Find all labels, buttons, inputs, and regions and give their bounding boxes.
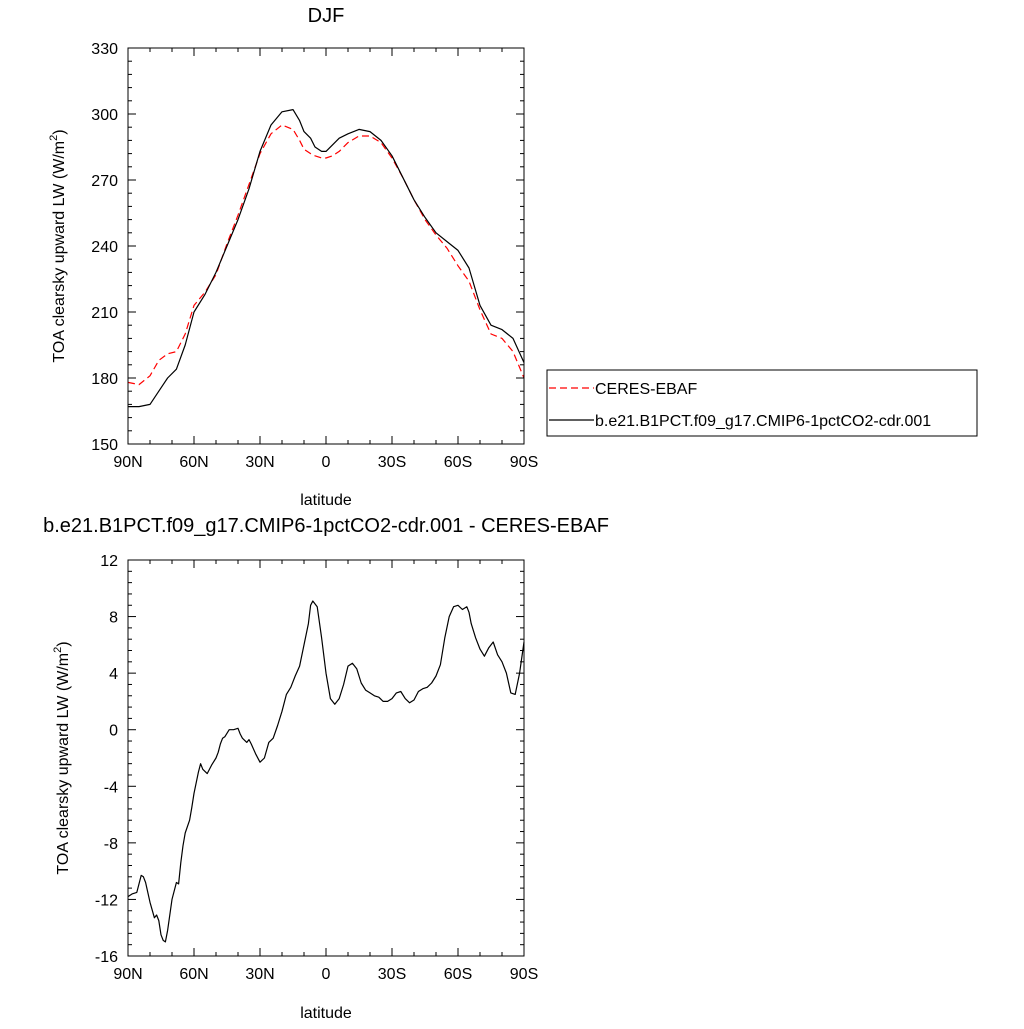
x-tick-label: 30S [378, 454, 406, 471]
panel-bottom-difference: b.e21.B1PCT.f09_g17.CMIP6-1pctCO2-cdr.00… [43, 515, 609, 1022]
x-tick-label: 90N [113, 454, 142, 471]
y-axis-label-close: ) [55, 641, 72, 646]
y-tick-label: -4 [104, 779, 118, 796]
series-line-model [128, 108, 525, 408]
panel-top-zonal-mean: DJF 90N 60N 30N 0 30S 60S 90S 150 180 210 240 270 30… [48, 5, 538, 509]
legend-label-model: b.e21.B1PCT.f09_g17.CMIP6-1pctCO2-cdr.00… [595, 413, 931, 430]
series-line-ceres-ebaf [127, 124, 525, 386]
x-tick-label: 90S [510, 966, 538, 983]
y-axis-label-main: TOA clearsky upward LW (W/m [55, 653, 72, 875]
x-tick-label: 0 [322, 454, 331, 471]
legend-label-ceres: CERES-EBAF [595, 381, 697, 398]
y-axis-label-close: ) [51, 129, 68, 134]
x-tick-label: 30S [378, 966, 406, 983]
y-tick-label: 8 [109, 610, 118, 627]
x-tick-label: 30N [245, 966, 274, 983]
y-tick-label: 0 [109, 723, 118, 740]
x-tick-label: 90S [510, 454, 538, 471]
x-tick-label: 60S [444, 966, 472, 983]
y-tick-label: 330 [91, 41, 118, 58]
legend: CERES-EBAF b.e21.B1PCT.f09_g17.CMIP6-1pc… [546, 369, 978, 437]
y-tick-label: 180 [91, 371, 118, 388]
series-line-difference [127, 600, 525, 943]
x-tick-label: 0 [322, 966, 331, 983]
ticks-layer: 90N 60N 30N 0 30S 60S 90S -16 -12 -8 -4 0 4 8 12 [95, 553, 538, 983]
y-axis-label-main: TOA clearsky upward LW (W/m [51, 141, 68, 363]
plot-frame [127, 559, 525, 957]
x-tick-label: 90N [113, 966, 142, 983]
series-layer [127, 108, 525, 408]
x-tick-label: 60N [179, 966, 208, 983]
series-layer [127, 600, 525, 943]
y-tick-label: 210 [91, 305, 118, 322]
y-tick-label: 300 [91, 107, 118, 124]
chart-title: b.e21.B1PCT.f09_g17.CMIP6-1pctCO2-cdr.00… [43, 515, 609, 537]
y-tick-label: 270 [91, 173, 118, 190]
chart-title: DJF [308, 5, 345, 27]
x-axis-label: latitude [300, 1005, 352, 1022]
y-axis-label: TOA clearsky upward LW (W/m2) [52, 641, 72, 874]
plot-frame [127, 47, 525, 445]
y-tick-label: -8 [104, 836, 118, 853]
x-tick-label: 60N [179, 454, 208, 471]
y-tick-label: 240 [91, 239, 118, 256]
x-axis-label: latitude [300, 492, 352, 509]
y-axis-label-superscript: 2 [52, 647, 64, 653]
y-tick-label: 12 [100, 553, 118, 570]
y-tick-label: -16 [95, 949, 118, 966]
y-axis-label: TOA clearsky upward LW (W/m2) [48, 129, 68, 362]
y-tick-label: 4 [109, 666, 118, 683]
y-axis-label-superscript: 2 [48, 135, 60, 141]
y-tick-label: 150 [91, 437, 118, 454]
y-tick-label: -12 [95, 892, 118, 909]
x-tick-label: 30N [245, 454, 274, 471]
ticks-layer: 90N 60N 30N 0 30S 60S 90S 150 180 210 240 270 300 330 [91, 41, 538, 471]
x-tick-label: 60S [444, 454, 472, 471]
legend-box [546, 369, 978, 437]
